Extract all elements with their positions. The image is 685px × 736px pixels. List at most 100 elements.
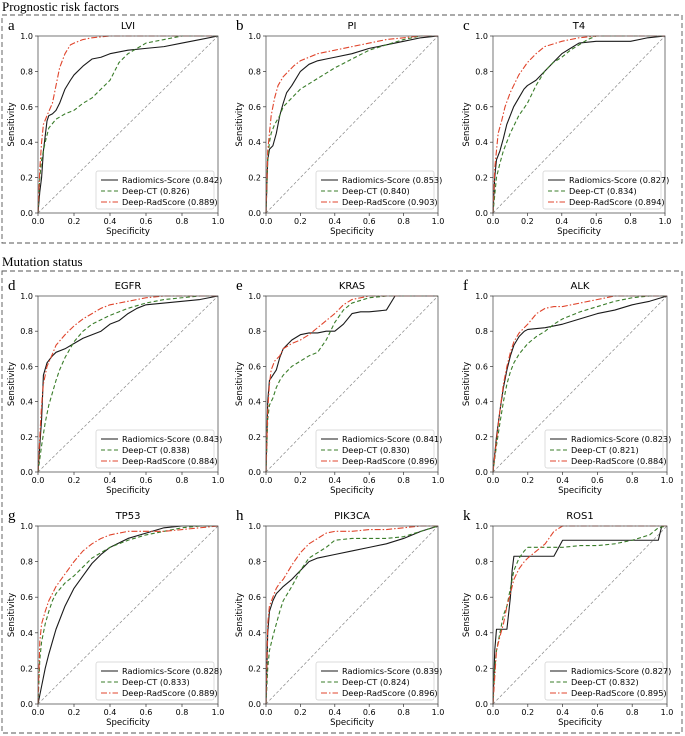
- x-tick-label: 0.2: [521, 476, 534, 485]
- x-tick-label: 0.8: [397, 708, 410, 717]
- y-tick-label: 0.4: [20, 629, 33, 638]
- x-tick-label: 0.2: [294, 217, 307, 226]
- y-tick-label: 0.0: [248, 700, 261, 709]
- legend-entry: Deep-CT (0.821): [571, 445, 639, 455]
- x-tick-label: 0.4: [556, 708, 569, 717]
- panel-b: b PI 0.0 0.2 0.4 0.6 0.8 1.0 0.0 0.2 0.4 0.6 0.8 1.0 S…: [235, 18, 444, 237]
- y-tick-label: 0.0: [20, 468, 33, 477]
- x-tick-label: 1.0: [432, 476, 445, 485]
- y-tick-label: 0.4: [475, 398, 488, 407]
- x-tick-label: 0.0: [32, 217, 45, 226]
- y-axis-label: Sensitivity: [7, 102, 17, 146]
- roc-curve-deep-ct: [37, 35, 218, 214]
- panel-letter: f: [463, 278, 468, 294]
- diagonal-reference-line: [37, 525, 219, 705]
- legend-entry: Deep-RadScore (0.896): [342, 456, 438, 466]
- roc-curve-deep-ct: [492, 525, 668, 705]
- y-tick-label: 0.8: [248, 67, 261, 76]
- roc-curve-deep-ct: [265, 525, 439, 705]
- x-tick-label: 0.8: [626, 708, 639, 717]
- legend-entry: Deep-RadScore (0.903): [342, 197, 438, 207]
- diagonal-reference-line: [492, 35, 666, 214]
- x-tick-label: 0.6: [591, 476, 604, 485]
- legend-entry: Deep-RadScore (0.889): [122, 197, 218, 207]
- y-tick-label: 0.4: [475, 629, 488, 638]
- diagonal-reference-line: [265, 525, 439, 705]
- roc-curve-deep-radscore: [37, 295, 218, 473]
- y-tick-label: 0.2: [475, 664, 488, 673]
- x-tick-label: 0.0: [487, 476, 500, 485]
- plot-frame: [492, 35, 666, 214]
- panel-k: k ROS1 0.0 0.2 0.4 0.6 0.8 1.0 0.0 0.2 0.4 0.6 0.8 1.…: [462, 508, 673, 728]
- y-axis-label: Sensitivity: [235, 362, 245, 406]
- x-tick-label: 1.0: [432, 217, 445, 226]
- y-tick-label: 1.0: [475, 32, 488, 41]
- y-tick-label: 1.0: [475, 522, 488, 531]
- roc-curve-radiomics-score: [37, 35, 219, 214]
- y-tick-label: 0.0: [475, 700, 488, 709]
- plot-frame: [492, 525, 668, 705]
- legend-box: [542, 170, 662, 210]
- panel-letter: c: [463, 18, 470, 34]
- x-tick-label: 1.0: [212, 476, 225, 485]
- legend-box: [95, 429, 215, 469]
- roc-curve-radiomics-score: [37, 295, 219, 473]
- plot-frame: [492, 295, 668, 473]
- panel-letter: b: [236, 18, 244, 34]
- plot-frame: [37, 295, 219, 473]
- x-tick-label: 0.2: [68, 217, 81, 226]
- legend-entry: Radiomics-Score (0.827): [571, 666, 671, 676]
- y-tick-label: 0.6: [20, 103, 33, 112]
- roc-curve-deep-radscore: [265, 295, 438, 473]
- x-tick-label: 0.2: [521, 708, 534, 717]
- x-axis-label: Specificity: [558, 486, 602, 496]
- x-tick-label: 0.0: [260, 217, 273, 226]
- x-tick-label: 1.0: [432, 708, 445, 717]
- panel-letter: g: [8, 508, 16, 524]
- legend-entry: Deep-CT (0.830): [342, 445, 410, 455]
- x-tick-label: 0.0: [32, 708, 45, 717]
- legend-entry: Deep-CT (0.838): [122, 445, 190, 455]
- x-axis-label: Specificity: [106, 486, 150, 496]
- x-tick-label: 0.6: [140, 476, 153, 485]
- y-tick-label: 1.0: [20, 32, 33, 41]
- y-axis-label: Sensitivity: [462, 362, 472, 406]
- x-tick-label: 0.4: [556, 476, 569, 485]
- y-tick-label: 0.2: [20, 433, 33, 442]
- roc-curve-deep-ct: [265, 35, 438, 214]
- diagonal-reference-line: [37, 295, 219, 473]
- y-tick-label: 0.6: [248, 593, 261, 602]
- section-title-prognostic: Prognostic risk factors: [2, 0, 119, 14]
- legend: Radiomics-Score (0.827)Deep-CT (0.834)De…: [542, 170, 669, 210]
- roc-curve-radiomics-score: [492, 35, 666, 214]
- roc-curve-radiomics-score: [265, 295, 438, 473]
- diagonal-reference-line: [265, 35, 439, 214]
- x-axis-label: Specificity: [330, 718, 374, 728]
- y-axis-label: Sensitivity: [235, 102, 245, 146]
- x-tick-label: 0.0: [487, 217, 500, 226]
- x-tick-label: 0.4: [328, 476, 341, 485]
- y-tick-label: 0.0: [20, 209, 33, 218]
- panel-letter: e: [236, 278, 243, 294]
- x-tick-label: 0.8: [176, 476, 189, 485]
- legend-entry: Radiomics-Score (0.823): [571, 434, 671, 444]
- panels-group: a LVI 0.0 0.2 0.4 0.6 0.8 1.0 0.0 0.2 0.4 0.6 0.8 1.0…: [7, 18, 673, 728]
- panel-letter: h: [236, 508, 244, 524]
- x-tick-label: 0.8: [397, 217, 410, 226]
- y-tick-label: 0.0: [475, 468, 488, 477]
- x-tick-label: 0.2: [68, 476, 81, 485]
- panel-f: f ALK 0.0 0.2 0.4 0.6 0.8 1.0 0.0 0.2 0.4 0.6 0.8 1.0…: [462, 278, 673, 496]
- y-tick-label: 0.0: [475, 209, 488, 218]
- x-tick-label: 0.2: [294, 476, 307, 485]
- roc-curve-radiomics-score: [37, 525, 218, 705]
- y-tick-label: 0.0: [20, 700, 33, 709]
- y-tick-label: 0.4: [20, 398, 33, 407]
- x-tick-label: 1.0: [212, 708, 225, 717]
- x-tick-label: 0.4: [104, 217, 117, 226]
- x-axis-label: Specificity: [106, 718, 150, 728]
- y-tick-label: 0.2: [20, 174, 33, 183]
- legend: Radiomics-Score (0.839)Deep-CT (0.824)De…: [315, 661, 442, 701]
- x-tick-label: 0.0: [260, 476, 273, 485]
- y-tick-label: 0.2: [20, 664, 33, 673]
- section-title-mutation: Mutation status: [2, 254, 83, 269]
